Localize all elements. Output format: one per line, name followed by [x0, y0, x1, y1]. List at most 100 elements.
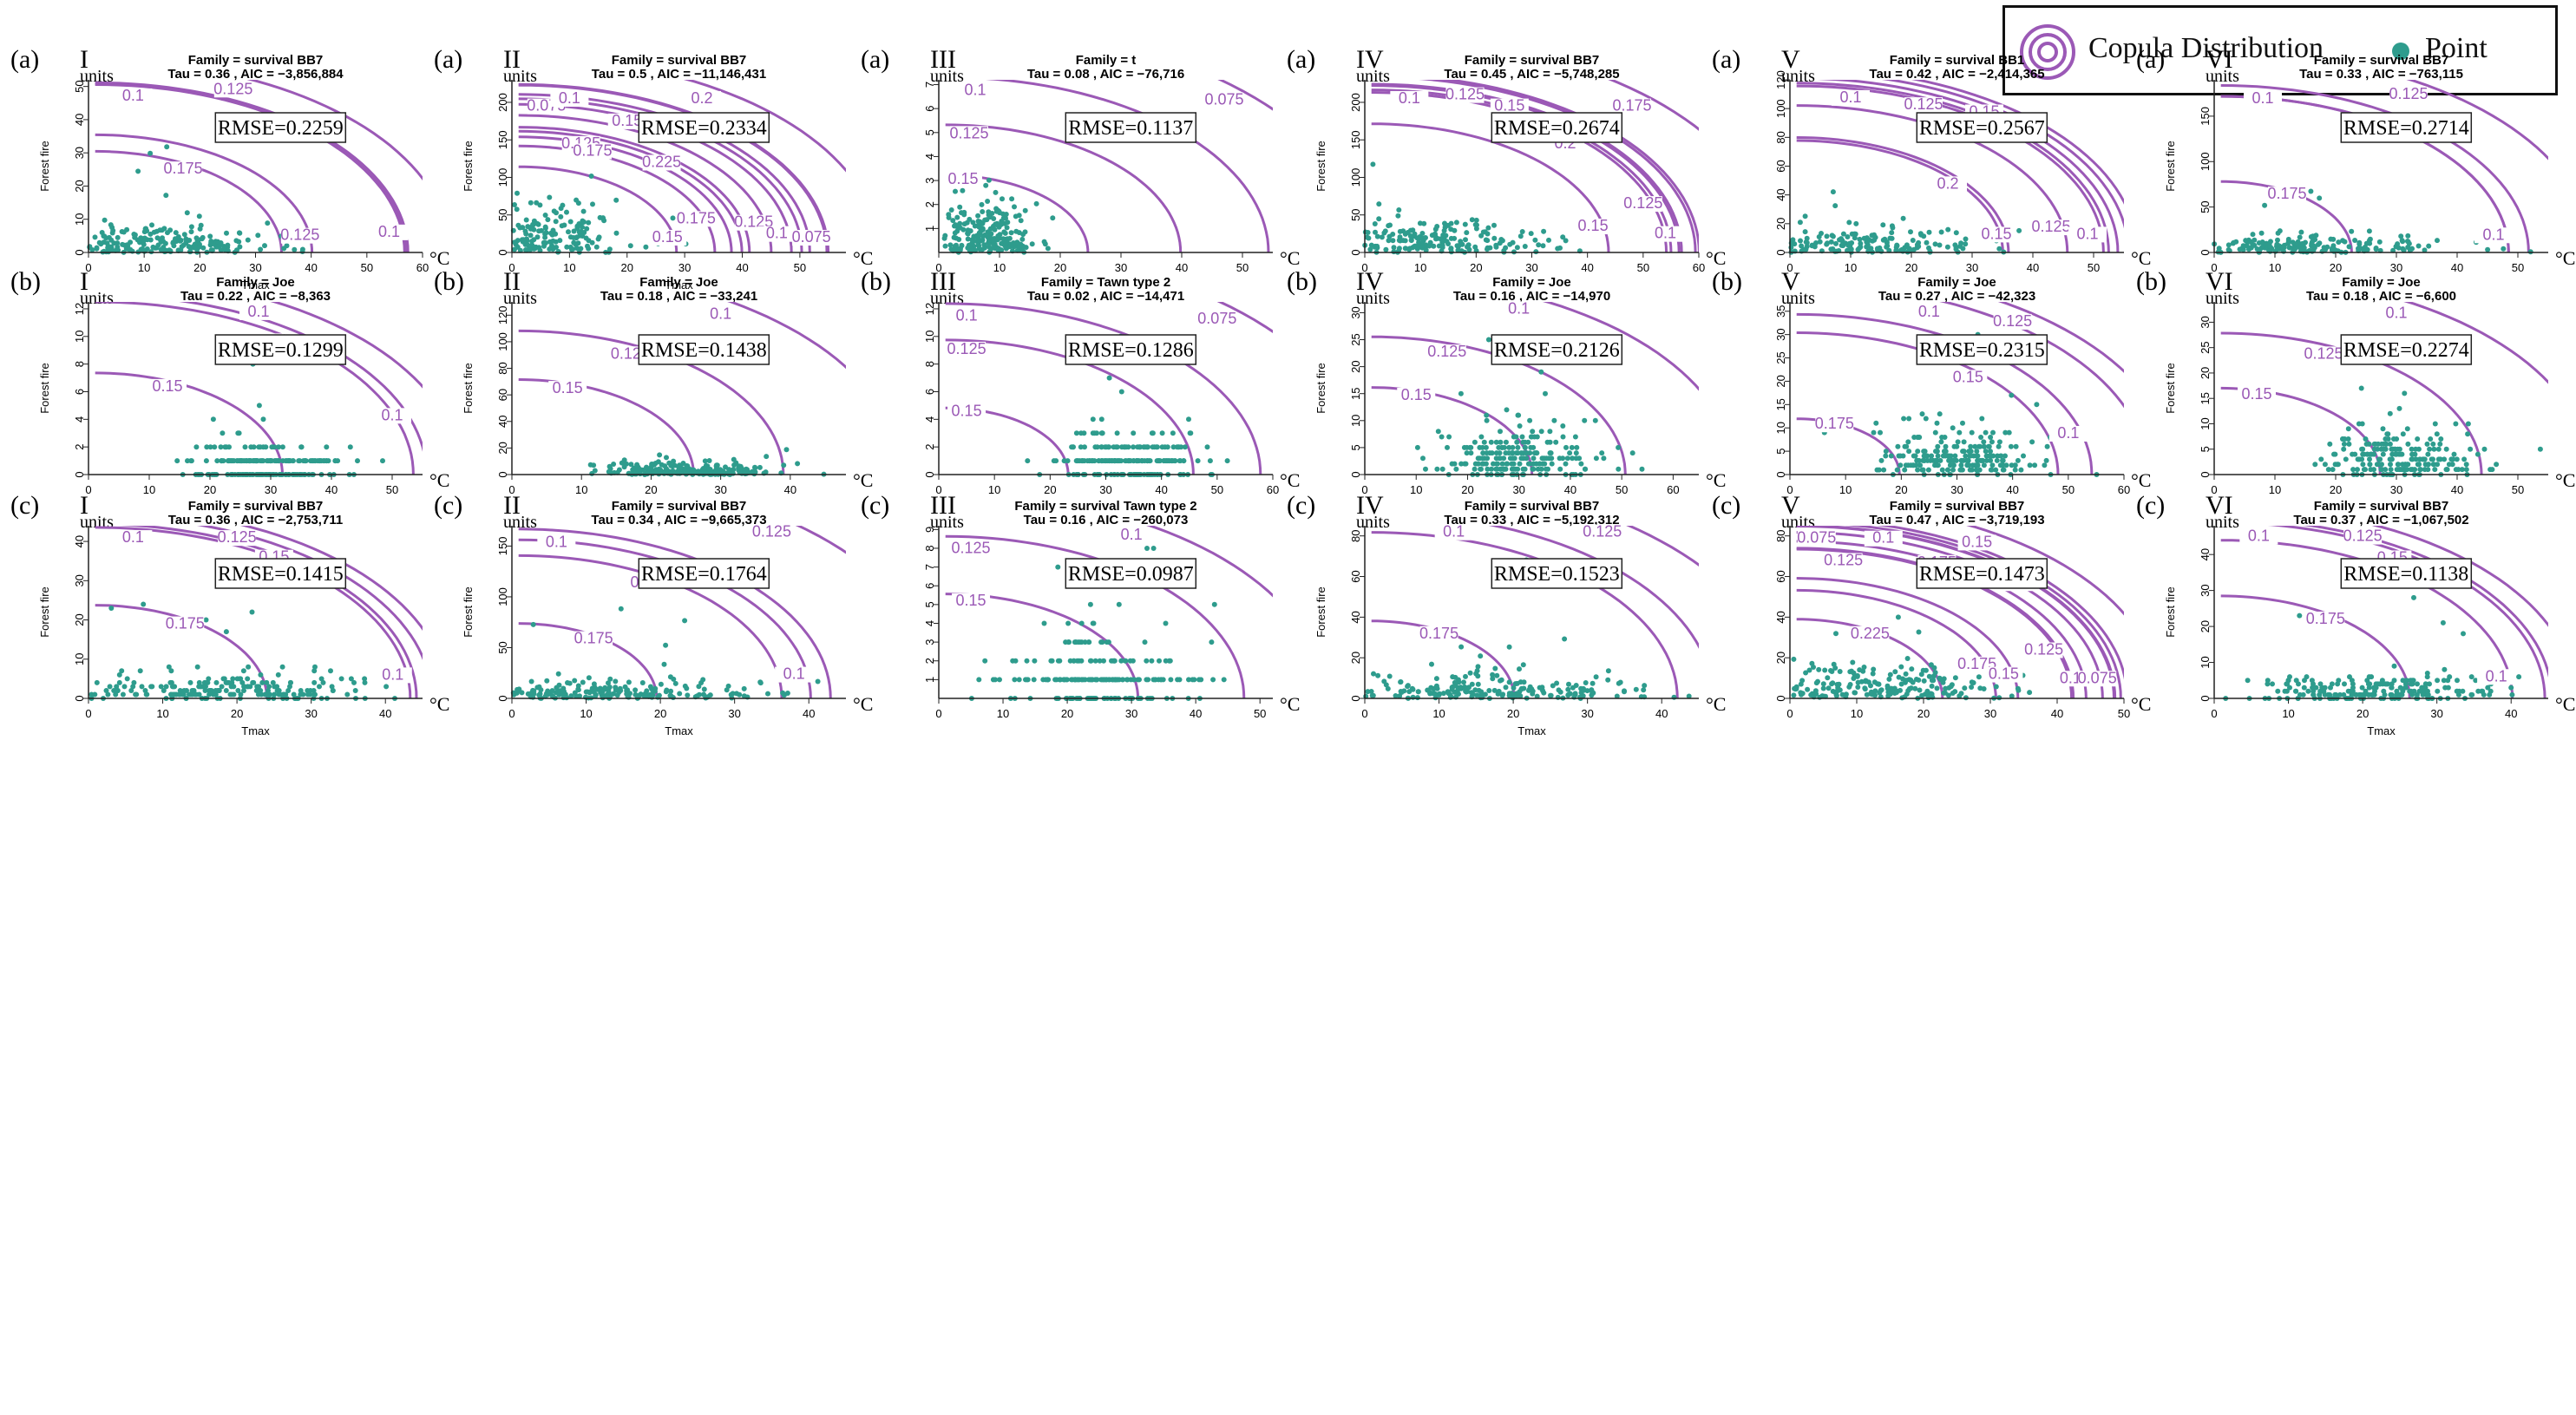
data-point	[1092, 677, 1098, 683]
data-point	[2396, 446, 2402, 452]
data-point	[2455, 678, 2460, 684]
data-point	[1504, 461, 1510, 467]
data-point	[2013, 443, 2019, 449]
data-point	[1445, 691, 1452, 697]
data-point	[1872, 688, 1878, 694]
data-point	[1835, 685, 1841, 691]
data-point	[1204, 444, 1210, 450]
data-point	[1517, 689, 1523, 695]
data-point	[1983, 457, 1989, 463]
data-point	[1022, 207, 1028, 213]
data-point	[547, 239, 553, 245]
data-point	[623, 461, 629, 467]
data-point	[1511, 685, 1517, 691]
y-tick-label: 25	[1349, 333, 1362, 345]
data-point	[1872, 692, 1878, 698]
data-point	[1144, 658, 1150, 664]
data-point	[1106, 677, 1111, 683]
data-point	[316, 458, 322, 464]
contour-label: 0.125	[280, 226, 319, 244]
data-point	[1002, 230, 1008, 236]
data-point	[2276, 243, 2282, 249]
data-point	[167, 227, 174, 233]
data-point	[1501, 455, 1507, 462]
data-point	[2002, 429, 2009, 436]
data-point	[512, 239, 518, 246]
contour-label: 0.1	[1918, 303, 1940, 320]
data-point	[2455, 688, 2460, 694]
data-point	[269, 458, 275, 464]
region-label: III	[930, 45, 956, 74]
data-point	[585, 243, 590, 249]
data-point	[1617, 679, 1623, 685]
data-point	[2425, 451, 2431, 457]
data-point	[1463, 673, 1468, 679]
data-point	[2426, 243, 2432, 249]
data-point	[113, 691, 119, 698]
data-point	[330, 688, 336, 693]
legend: Copula Distribution Point	[2002, 5, 2558, 95]
data-point	[2388, 691, 2394, 698]
data-point	[92, 234, 98, 240]
contour-label: 0.15	[955, 592, 986, 609]
contour-label: 0.15	[1989, 665, 2019, 683]
data-point	[1383, 246, 1389, 252]
data-point	[298, 444, 305, 450]
data-point	[2312, 237, 2318, 243]
data-point	[1362, 229, 1368, 235]
y-tick-label: 80	[1774, 529, 1787, 541]
contour-line	[1371, 619, 1516, 698]
x-tick-label: 20	[204, 483, 216, 496]
data-point	[2406, 240, 2412, 246]
data-point	[168, 668, 174, 674]
y-axis-label: Forest fire	[2164, 586, 2177, 638]
data-point	[1935, 443, 1941, 449]
data-point	[525, 242, 530, 248]
data-point	[1915, 457, 1921, 463]
y-tick-label: 50	[1349, 209, 1362, 221]
x-tick-label: 0	[2211, 261, 2217, 274]
data-point	[1412, 231, 1418, 237]
data-point	[1433, 683, 1439, 689]
y-axis-label: Forest fire	[462, 586, 475, 638]
data-point	[2383, 467, 2389, 473]
data-point	[781, 691, 787, 698]
data-point	[1904, 678, 1909, 684]
x-tick-label: 20	[1054, 261, 1066, 274]
data-point	[1506, 679, 1512, 685]
data-point	[1491, 235, 1498, 241]
data-point	[1917, 435, 1923, 440]
y-tick-label: 8	[923, 361, 936, 367]
data-point	[1498, 677, 1504, 683]
y-axis-label: Forest fire	[1314, 363, 1327, 414]
contour-line	[1796, 547, 2074, 698]
data-point	[1917, 462, 1923, 468]
data-point	[1915, 467, 1921, 473]
data-point	[1961, 439, 1967, 445]
data-point	[1581, 685, 1586, 691]
data-point	[2321, 245, 2327, 251]
data-point	[1163, 620, 1169, 626]
data-point	[1069, 444, 1075, 450]
data-point	[556, 691, 562, 698]
data-point	[684, 685, 690, 691]
data-point	[2454, 456, 2460, 462]
data-point	[580, 208, 587, 214]
data-point	[1583, 466, 1589, 472]
data-point	[1868, 689, 1874, 695]
data-point	[1896, 674, 1902, 680]
data-point	[194, 664, 200, 670]
data-point	[1479, 461, 1485, 467]
data-point	[1517, 423, 1523, 429]
data-point	[1894, 467, 1900, 473]
data-point	[269, 444, 275, 450]
rmse-label: RMSE=0.1138	[2343, 563, 2468, 586]
data-point	[200, 684, 206, 690]
data-point	[1829, 681, 1835, 687]
data-point	[2424, 671, 2430, 676]
x-tick-label: 30	[1984, 707, 1996, 720]
x-axis-label: Tmax	[665, 278, 693, 292]
x-tick-label: 50	[386, 483, 398, 496]
